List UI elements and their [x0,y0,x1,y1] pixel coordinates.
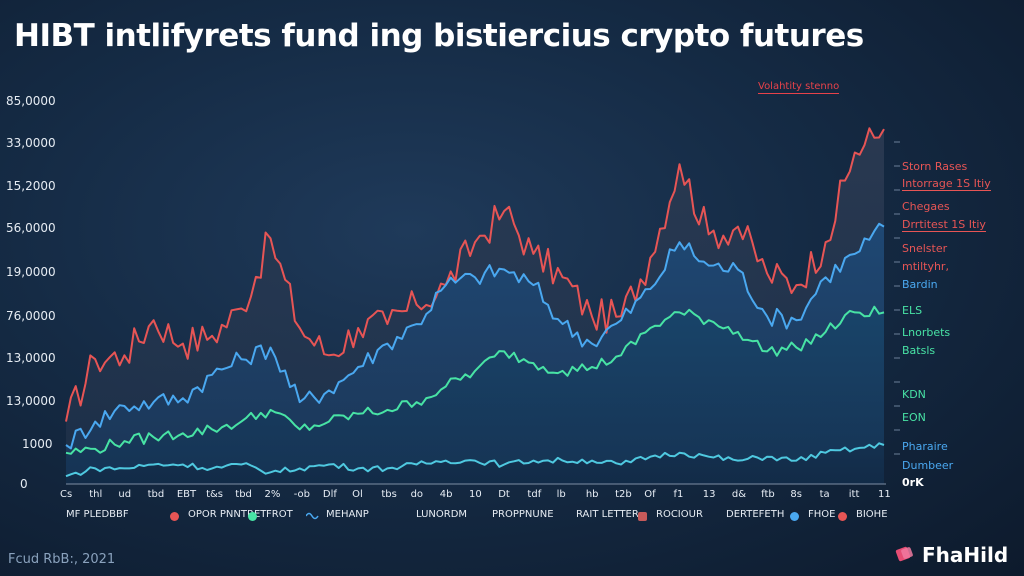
x-tick-label: Cs [60,489,73,500]
x-tick-label: do [410,489,424,500]
side-label: KDN [902,388,926,401]
legend-label: LUNORDM [416,509,468,520]
side-label: Intorrage 1S Itiy [902,177,991,191]
legend-label: PROPPNUNE [492,509,554,520]
side-label: Bardin [902,278,938,291]
legend-label: BIOHE [856,509,888,520]
x-tick-label: 13 [702,489,716,500]
legend-label: DERTEFETH [726,509,785,520]
x-tick-label: d& [731,489,747,500]
x-tick-label: Dlf [322,489,337,500]
side-label: Snelster [902,242,948,255]
side-label: mtiltyhr, [902,260,949,273]
x-tick-label: tdf [527,489,542,500]
x-tick-label: tbs [381,489,397,500]
y-tick-label: 85,0000 [6,94,56,108]
x-tick-label: t&s [206,489,223,500]
side-label: Pharaire [902,440,948,453]
legend-marker-blue-dot [790,512,799,521]
legend-marker-red-dot [838,512,847,521]
wave-icon [306,512,319,520]
x-tick-label: tbd [147,489,165,500]
legend-label: MF PLEDBBF [66,509,129,520]
source-footer: Fcud RbB:, 2021 [8,552,116,567]
x-tick-label: f1 [673,489,684,500]
x-tick-label: 11 [878,489,891,500]
legend-label: ROCIOUR [656,509,703,520]
side-label: 0rK [902,476,924,489]
brand-logo-icon [895,546,913,562]
y-tick-label: 1000 [22,437,53,451]
x-tick-label: 2% [264,489,281,500]
legend-label: MEHANP [326,509,369,520]
x-tick-label: itt [848,489,860,500]
series-area-green [66,306,884,484]
series-line-blue [65,222,885,450]
y-tick-label: 13,0000 [6,394,56,408]
x-tick-label: ta [819,489,830,500]
brand-name: FhaHild [922,543,1009,567]
y-tick-label: 0 [20,477,28,491]
side-label: Dumbeer [902,459,954,472]
x-tick-label: -ob [293,489,310,500]
x-tick-label: 4b [439,489,453,500]
chart-title: HIBT intlifyrets fund ing bistiercius cr… [14,18,864,54]
side-label: EON [902,411,926,424]
side-label: Chegaes [902,200,950,213]
series-line-cyan [65,442,885,478]
side-label: Storn Rases [902,160,968,173]
x-tick-label: EBT [176,489,197,500]
side-label: ELS [902,304,923,317]
side-label: Lnorbets [902,326,951,339]
legend-label: FHOE [808,509,836,520]
y-tick-label: 76,0000 [6,309,56,323]
series-line-red [65,127,885,422]
legend-label: FROT [266,509,293,520]
legend-marker-green-dot [248,512,257,521]
x-tick-label: lb [556,489,566,500]
x-tick-label: Of [644,489,656,500]
y-tick-label: 33,0000 [6,136,56,150]
legend-marker-square [638,512,647,521]
y-tick-label: 15,2000 [6,179,56,193]
legend-marker-red-dot [170,512,179,521]
y-tick-label: 13,0000 [6,351,56,365]
x-tick-label: Dt [498,489,510,500]
side-label: Batsls [902,344,936,357]
volatility-annotation: Volahtity stenno [758,81,840,94]
x-tick-label: thl [89,489,103,500]
x-tick-label: 10 [469,489,482,500]
legend-label: RAIT LETTER [576,509,639,520]
series-line-green [65,305,885,455]
x-tick-label: ud [118,489,132,500]
x-tick-label: 8s [790,489,802,500]
side-label: Drrtitest 1S Itiy [902,218,986,232]
x-tick-label: ftb [761,489,775,500]
y-tick-label: 56,0000 [6,221,56,235]
x-tick-label: t2b [615,489,632,500]
x-tick-label: tbd [235,489,252,500]
y-tick-label: 19,0000 [6,265,56,279]
x-tick-label: Ol [352,489,363,500]
legend-label: OPOR PNNTRET [188,509,267,520]
x-tick-label: hb [585,489,599,500]
